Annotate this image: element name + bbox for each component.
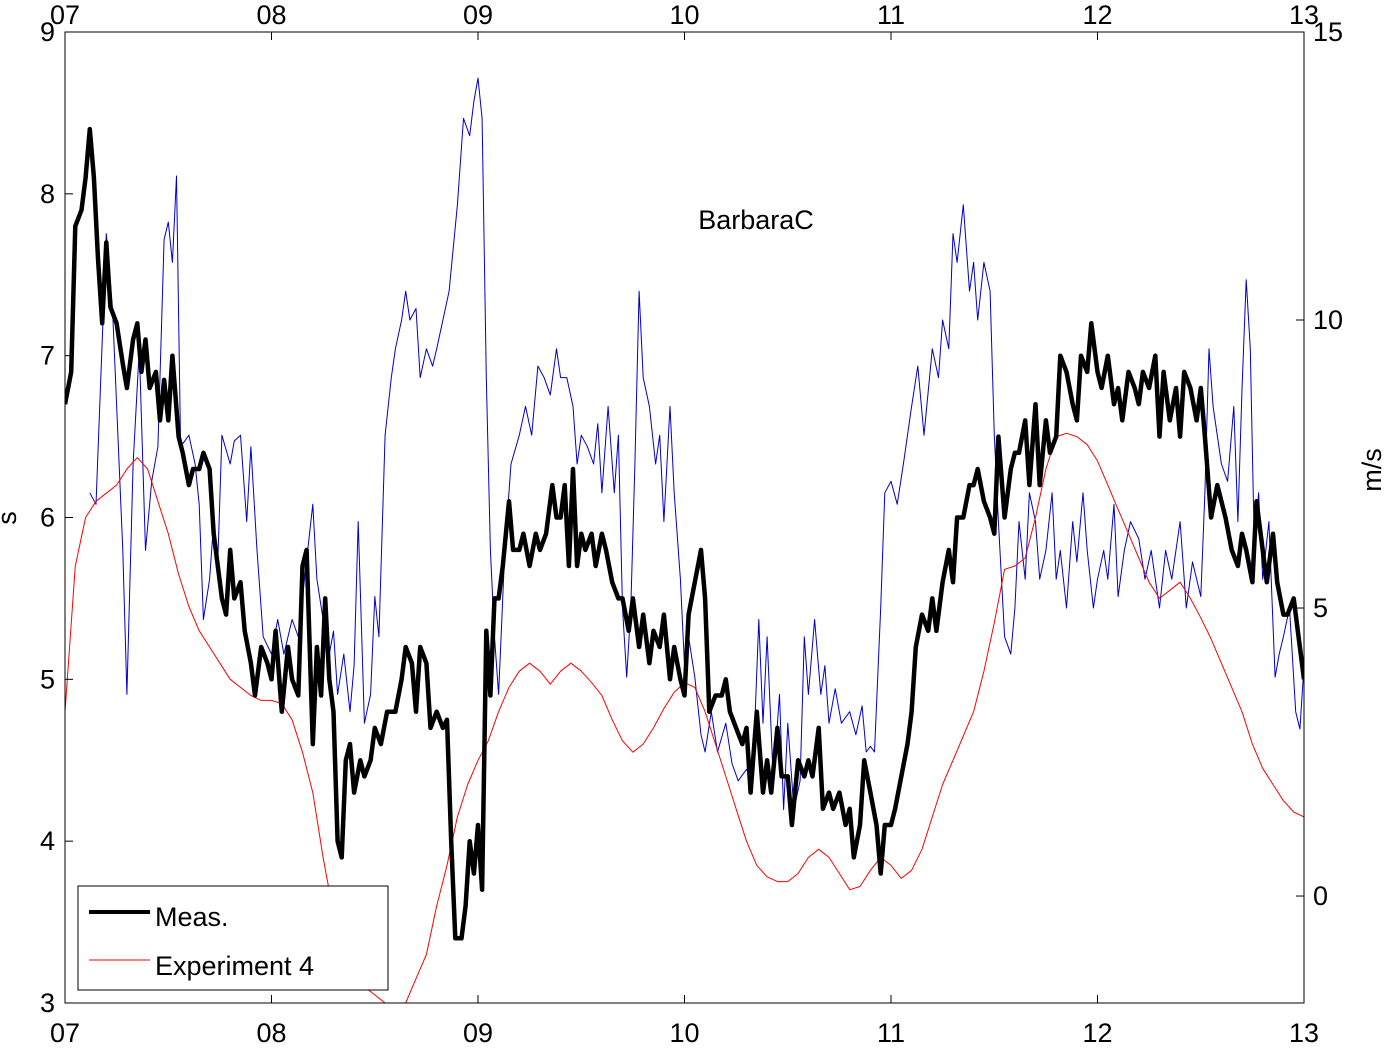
x-tick-label-top: 09 xyxy=(463,0,493,30)
x-tick-label-bottom: 12 xyxy=(1082,1018,1112,1048)
legend-label-meas: Meas. xyxy=(155,902,229,932)
legend-box xyxy=(77,885,389,991)
x-tick-label-bottom: 10 xyxy=(669,1018,699,1048)
y-left-tick-label: 8 xyxy=(40,179,55,209)
x-tick-label-top: 13 xyxy=(1289,0,1319,30)
y-left-tick-label: 6 xyxy=(40,503,55,533)
x-tick-label-bottom: 11 xyxy=(877,1018,905,1048)
plot-area-frame xyxy=(64,31,1305,1004)
y-right-tick-label: 5 xyxy=(1313,593,1328,623)
x-tick-label-bottom: 09 xyxy=(463,1018,493,1048)
y-right-tick-label: 0 xyxy=(1313,881,1328,911)
x-tick-label-top: 10 xyxy=(669,0,699,30)
x-tick-label-top: 08 xyxy=(256,0,286,30)
x-tick-label-bottom: 13 xyxy=(1289,1018,1319,1048)
y-left-axis-label: s xyxy=(0,511,22,525)
y-left-tick-label: 3 xyxy=(40,988,55,1018)
series-line-wind-speed xyxy=(89,77,1304,811)
x-tick-label-top: 11 xyxy=(877,0,905,30)
y-right-tick-label: 10 xyxy=(1313,305,1343,335)
y-left-tick-label: 7 xyxy=(40,341,55,371)
x-tick-label-bottom: 07 xyxy=(50,1018,80,1048)
x-tick-label-top: 12 xyxy=(1082,0,1112,30)
y-left-tick-label: 9 xyxy=(40,17,55,47)
legend-label-experiment4: Experiment 4 xyxy=(155,951,314,981)
y-left-tick-label: 5 xyxy=(40,664,55,694)
x-tick-label-bottom: 08 xyxy=(256,1018,286,1048)
x-tick-label-top: 07 xyxy=(50,0,80,30)
y-left-tick-label: 4 xyxy=(40,826,55,856)
y-right-tick-label: 15 xyxy=(1313,17,1343,47)
legend: Meas. Experiment 4 xyxy=(77,885,389,991)
series-line-meas xyxy=(65,126,1304,941)
y-right-axis-label: m/s xyxy=(1357,448,1387,492)
chart-annotation: BarbaraC xyxy=(698,205,814,235)
